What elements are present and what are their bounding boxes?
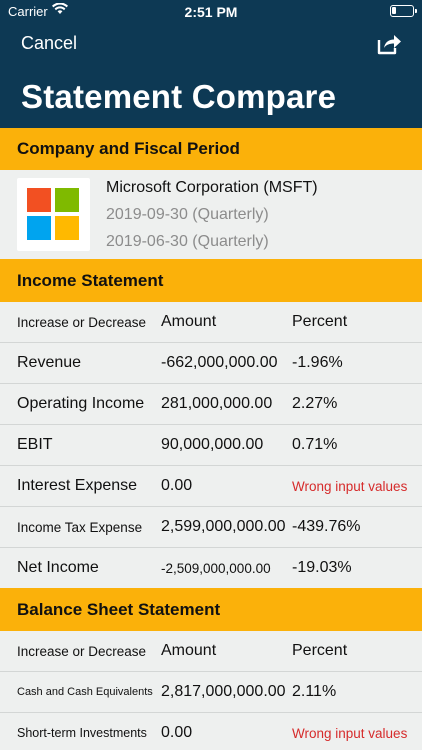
table-row: Interest Expense 0.00 Wrong input values — [0, 466, 422, 507]
row-amount: 0.00 — [161, 477, 193, 494]
clock: 2:51 PM — [184, 4, 238, 20]
battery-icon — [390, 5, 417, 17]
column-header-change: Increase or Decrease — [17, 643, 147, 659]
balance-sheet-header: Balance Sheet Statement — [0, 588, 422, 631]
row-percent-error: Wrong input values — [292, 478, 408, 494]
row-label: EBIT — [17, 436, 53, 453]
row-percent: -439.76% — [292, 518, 361, 535]
table-row: Net Income -2,509,000,000.00 -19.03% — [0, 548, 422, 589]
column-header-amount: Amount — [161, 313, 217, 330]
table-row: Cash and Cash Equivalents 2,817,000,000.… — [0, 672, 422, 713]
column-header-change: Increase or Decrease — [17, 314, 147, 330]
row-percent: 2.11% — [292, 683, 337, 700]
cancel-button[interactable]: Cancel — [21, 33, 78, 53]
row-amount: 2,599,000,000.00 — [161, 518, 286, 535]
row-amount: 90,000,000.00 — [161, 436, 264, 453]
share-icon[interactable] — [376, 32, 402, 56]
row-label: Revenue — [17, 354, 82, 371]
carrier-label: Carrier — [8, 4, 48, 19]
row-label: Net Income — [17, 559, 99, 576]
table-row: Income Tax Expense 2,599,000,000.00 -439… — [0, 507, 422, 548]
row-percent-error: Wrong input values — [292, 725, 408, 741]
table-row: Short-term Investments 0.00 Wrong input … — [0, 713, 422, 750]
income-statement-header: Income Statement — [0, 259, 422, 302]
row-label: Income Tax Expense — [17, 519, 143, 535]
row-percent: 0.71% — [292, 436, 338, 453]
row-label: Short-term Investments — [17, 726, 147, 740]
row-amount: 281,000,000.00 — [161, 395, 273, 412]
page-title: Statement Compare — [21, 78, 337, 115]
row-amount: -2,509,000,000.00 — [161, 560, 271, 576]
balance-column-headers: Increase or Decrease Amount Percent — [0, 631, 422, 672]
column-header-percent: Percent — [292, 642, 348, 659]
company-section-header: Company and Fiscal Period — [0, 128, 422, 170]
table-row: Operating Income 281,000,000.00 2.27% — [0, 384, 422, 425]
table-row: EBIT 90,000,000.00 0.71% — [0, 425, 422, 466]
column-header-percent: Percent — [292, 313, 348, 330]
company-info: Microsoft Corporation (MSFT) 2019-09-30 … — [0, 170, 422, 259]
row-label: Operating Income — [17, 395, 145, 412]
row-amount: -662,000,000.00 — [161, 354, 278, 371]
company-name: Microsoft Corporation (MSFT) — [106, 179, 318, 196]
row-percent: -1.96% — [292, 354, 343, 371]
fiscal-period-1: 2019-09-30 (Quarterly) — [106, 206, 269, 223]
row-label: Interest Expense — [17, 477, 138, 494]
row-amount: 2,817,000,000.00 — [161, 683, 286, 700]
navigation-header: Carrier 2:51 PM Cancel Statement Compare — [0, 0, 422, 128]
row-percent: -19.03% — [292, 559, 352, 576]
row-label: Cash and Cash Equivalents — [17, 686, 153, 698]
row-percent: 2.27% — [292, 395, 338, 412]
microsoft-logo — [17, 178, 90, 251]
status-bar: Carrier 2:51 PM — [0, 0, 422, 24]
fiscal-period-2: 2019-06-30 (Quarterly) — [106, 233, 269, 250]
column-header-amount: Amount — [161, 642, 217, 659]
table-row: Revenue -662,000,000.00 -1.96% — [0, 343, 422, 384]
income-column-headers: Increase or Decrease Amount Percent — [0, 302, 422, 343]
row-amount: 0.00 — [161, 724, 193, 741]
wifi-icon — [52, 2, 68, 18]
